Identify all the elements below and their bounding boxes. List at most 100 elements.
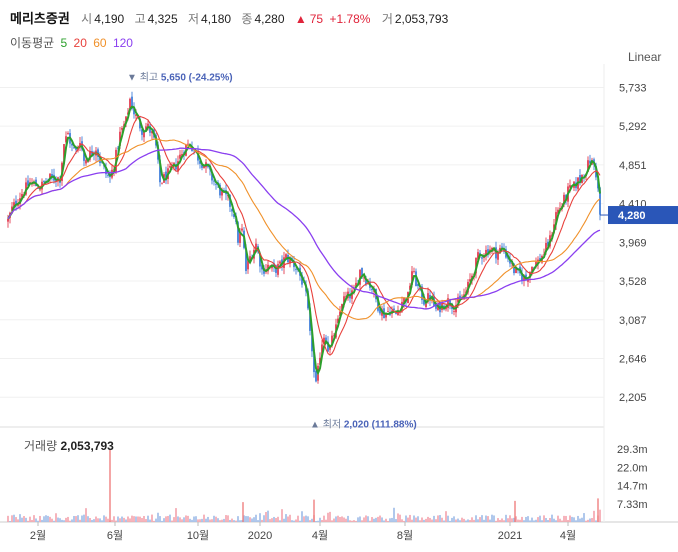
volume-bar bbox=[83, 514, 85, 522]
candle-body bbox=[587, 160, 589, 173]
volume-bar bbox=[363, 517, 365, 522]
volume-bar bbox=[513, 517, 515, 522]
volume-bar bbox=[409, 514, 411, 522]
candle-body bbox=[231, 209, 233, 212]
volume-bar bbox=[475, 515, 477, 522]
volume-spike-bar bbox=[514, 500, 516, 522]
volume-bar bbox=[13, 514, 15, 522]
volume-bar bbox=[77, 515, 79, 522]
volume-bar bbox=[57, 517, 59, 522]
volume-bar bbox=[127, 516, 129, 522]
candle-body bbox=[589, 160, 591, 164]
candle-body bbox=[259, 253, 261, 267]
volume-bar bbox=[327, 512, 329, 522]
ma-5-label[interactable]: 5 bbox=[60, 36, 68, 50]
volume-bar bbox=[531, 517, 533, 522]
ma-60-label[interactable]: 60 bbox=[93, 36, 107, 50]
volume-bar bbox=[527, 516, 529, 522]
volume-bar bbox=[245, 516, 247, 522]
volume-bar bbox=[383, 520, 385, 522]
candle-body bbox=[329, 347, 331, 350]
candle-body bbox=[7, 218, 9, 222]
candle-body bbox=[73, 147, 75, 149]
volume-bar bbox=[391, 517, 393, 522]
volume-bar bbox=[79, 519, 81, 522]
candle-body bbox=[427, 293, 429, 302]
candle-body bbox=[409, 285, 411, 290]
volume-bar bbox=[257, 520, 259, 522]
volume-bar bbox=[173, 517, 175, 522]
volume-bar bbox=[85, 508, 87, 522]
volume-bar bbox=[59, 518, 61, 522]
volume-bar bbox=[273, 516, 275, 522]
volume-bar bbox=[123, 517, 125, 522]
volume-bar bbox=[457, 518, 459, 522]
candle-body bbox=[255, 243, 257, 253]
volume-bar bbox=[529, 520, 531, 522]
price-tick-label: 5,292 bbox=[619, 121, 647, 133]
volume-bar bbox=[121, 516, 123, 522]
volume-bar bbox=[487, 516, 489, 522]
ma-20-label[interactable]: 20 bbox=[73, 36, 87, 50]
candle-body bbox=[547, 241, 549, 247]
candle-body bbox=[477, 252, 479, 260]
volume-bar bbox=[365, 515, 367, 522]
current-price-label: 4,280 bbox=[618, 210, 646, 222]
ma-120-label[interactable]: 120 bbox=[112, 36, 133, 50]
volume-bar bbox=[539, 515, 541, 522]
candle-body bbox=[325, 337, 327, 342]
volume-bar bbox=[299, 520, 301, 522]
volume-bar bbox=[335, 516, 337, 522]
volume-bar bbox=[341, 516, 343, 522]
candle-body bbox=[75, 147, 77, 150]
volume-bar bbox=[253, 517, 255, 522]
candle-body bbox=[71, 143, 73, 146]
scale-toggle-button[interactable]: Linear bbox=[628, 50, 662, 64]
volume-bar bbox=[15, 517, 17, 522]
volume-bar bbox=[155, 518, 157, 522]
volume-bar bbox=[543, 515, 545, 522]
volume-bar bbox=[389, 518, 391, 522]
volume-bar bbox=[405, 515, 407, 522]
volume-spike-bar bbox=[597, 498, 599, 522]
volume-bar bbox=[445, 511, 447, 522]
candle-body bbox=[187, 143, 189, 145]
volume-bars bbox=[7, 449, 601, 522]
candle-body bbox=[249, 256, 251, 263]
candle-body bbox=[125, 116, 127, 124]
candle-body bbox=[213, 180, 215, 182]
volume-bar bbox=[209, 519, 211, 522]
candle-body bbox=[149, 125, 151, 133]
volume-bar bbox=[207, 516, 209, 522]
candle-body bbox=[67, 133, 69, 135]
volume-bar bbox=[177, 516, 179, 522]
candle-body bbox=[105, 166, 107, 175]
volume-bar bbox=[149, 519, 151, 522]
volume-bar bbox=[321, 520, 323, 522]
volume-bar bbox=[349, 520, 351, 522]
volume-bar bbox=[301, 511, 303, 522]
volume-bar bbox=[53, 520, 55, 522]
candle-body bbox=[181, 154, 183, 157]
volume-bar bbox=[291, 520, 293, 522]
candle-body bbox=[233, 214, 235, 218]
volume-bar bbox=[113, 516, 115, 522]
candle-body bbox=[545, 243, 547, 253]
high-value: 5,650 (-24.25%) bbox=[161, 73, 233, 84]
volume-bar bbox=[521, 516, 523, 522]
volume-bar bbox=[421, 517, 423, 522]
volume-bar bbox=[467, 519, 469, 522]
volume-bar bbox=[491, 514, 493, 522]
candle-body bbox=[21, 193, 23, 199]
volume-bar bbox=[359, 516, 361, 522]
candle-body bbox=[527, 279, 529, 282]
candle-body bbox=[413, 271, 415, 272]
candle-body bbox=[277, 264, 279, 275]
candle-body bbox=[211, 171, 213, 181]
volume-bar bbox=[315, 520, 317, 522]
high-marker-icon: ▼ bbox=[127, 73, 140, 84]
candle-body bbox=[557, 209, 559, 215]
candle-body bbox=[599, 187, 601, 215]
candle-body bbox=[55, 180, 57, 182]
